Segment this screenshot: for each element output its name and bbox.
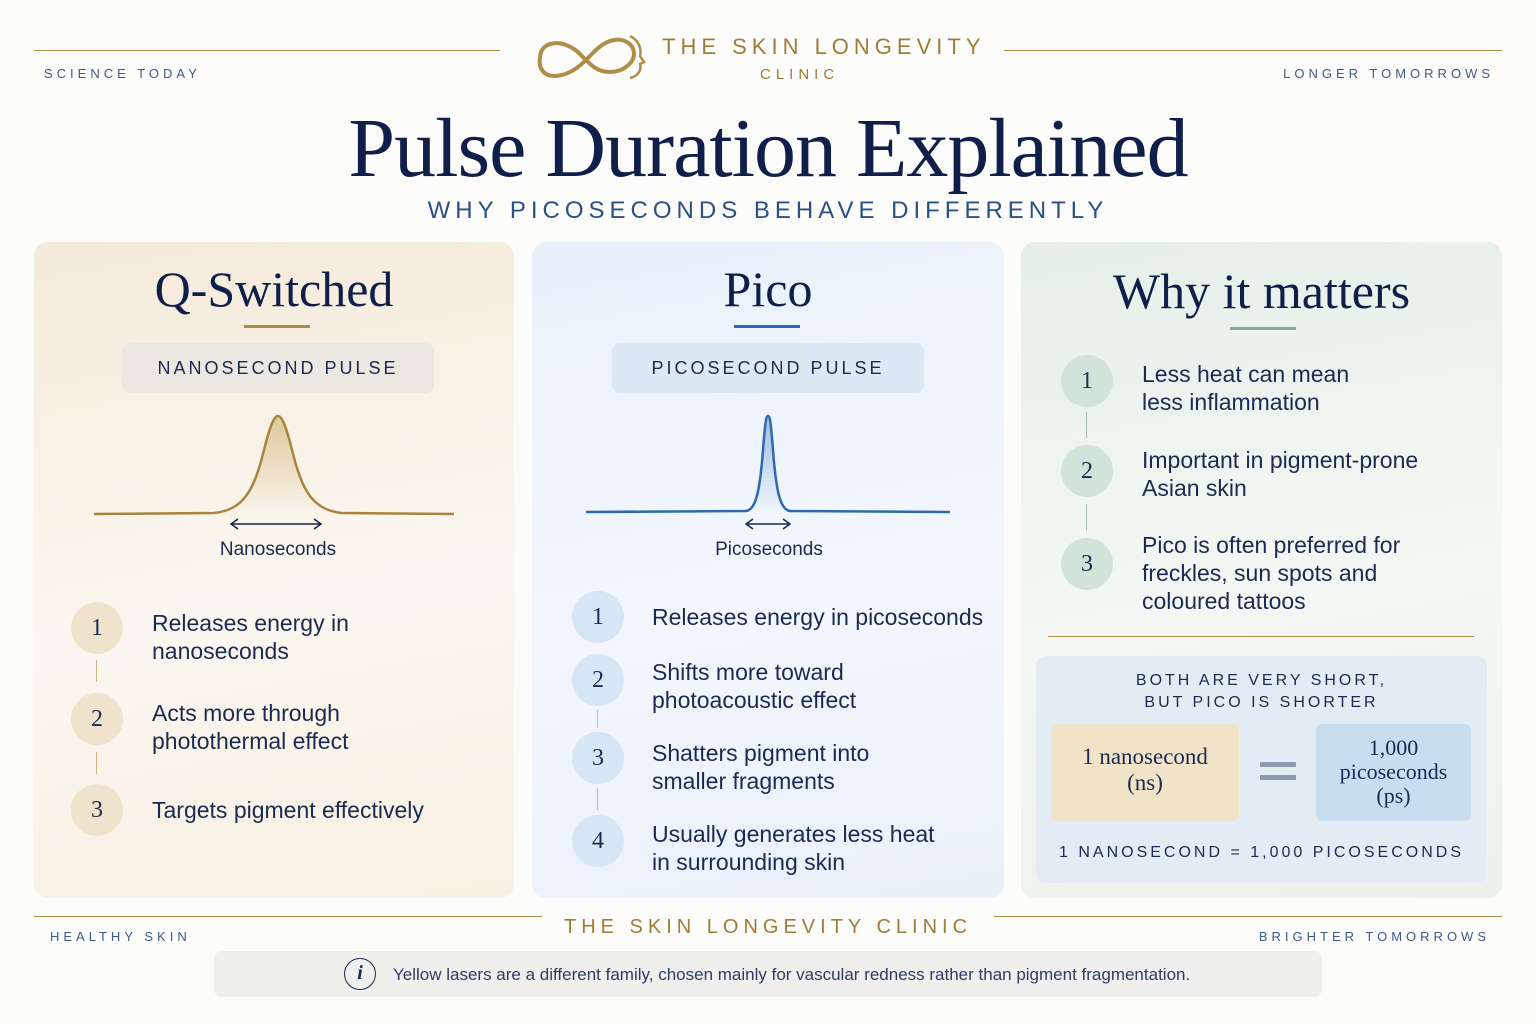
picoseconds-label: Picoseconds xyxy=(715,539,823,560)
nanosecond-pulse-pill: NANOSECOND PULSE xyxy=(122,343,434,393)
matters-item-text: Pico is often preferred for freckles, sun… xyxy=(1142,532,1401,614)
brand-name-line2: CLINIC xyxy=(760,66,840,83)
qswitched-item-text: Acts more through photothermal effect xyxy=(152,700,349,754)
footnote-text: Yellow lasers are a different family, ch… xyxy=(393,965,1191,984)
qswitched-item-number: 3 xyxy=(71,784,123,836)
equals-icon xyxy=(1260,762,1296,780)
header-rule-right xyxy=(1004,50,1502,51)
pico-title-underline xyxy=(734,325,800,328)
pico-panel: Pico PICOSECOND PULSE Picoseconds 1 Rele… xyxy=(532,242,1004,898)
pico-item-number: 2 xyxy=(572,654,624,706)
footer-rule-left xyxy=(34,916,542,917)
nanosecond-box: 1 nanosecond (ns) xyxy=(1051,724,1239,821)
brand-name-line1: THE SKIN LONGEVITY xyxy=(662,34,986,59)
pico-connector xyxy=(597,710,598,728)
equivalence-footer: 1 NANOSECOND = 1,000 PICOSECONDS xyxy=(1059,844,1464,861)
qswitched-item-number: 1 xyxy=(71,602,123,654)
footer-right-tag: BRIGHTER TOMORROWS xyxy=(1258,929,1490,944)
why-it-matters-title: Why it matters xyxy=(1112,263,1411,319)
nanosecond-pulse-curve-icon xyxy=(94,414,454,516)
footer-rule-right xyxy=(994,916,1502,917)
matters-connector xyxy=(1086,412,1087,438)
picoseconds-box: 1,000 picoseconds (ps) xyxy=(1316,724,1471,821)
equivalence-heading: BOTH ARE VERY SHORT, BUT PICO IS SHORTER xyxy=(1135,672,1388,711)
pico-item-number: 3 xyxy=(572,732,624,784)
qswitched-item-text: Releases energy in nanoseconds xyxy=(152,610,349,664)
equivalence-box: BOTH ARE VERY SHORT, BUT PICO IS SHORTER … xyxy=(1036,656,1487,883)
matters-item-text: Important in pigment-prone Asian skin xyxy=(1142,447,1419,501)
footer-brand: THE SKIN LONGEVITY CLINIC xyxy=(563,916,973,938)
picosecond-pulse-curve-icon xyxy=(586,414,950,514)
picosecond-width-arrow-icon xyxy=(744,518,792,530)
pico-item-text: Usually generates less heat in surroundin… xyxy=(652,821,935,875)
pico-item-number: 1 xyxy=(572,591,624,643)
why-it-matters-underline xyxy=(1230,327,1296,330)
pico-item-text: Shifts more toward photoacoustic effect xyxy=(652,659,857,713)
page-title: Pulse Duration Explained xyxy=(348,102,1188,195)
matters-item-number: 3 xyxy=(1061,538,1113,590)
qswitched-item-number: 2 xyxy=(71,693,123,745)
qswitched-item-text: Targets pigment effectively xyxy=(152,797,424,823)
qswitched-connector xyxy=(96,660,97,682)
matters-item-number: 2 xyxy=(1061,445,1113,497)
header-rule-left xyxy=(34,50,500,51)
qswitched-title-underline xyxy=(244,325,310,328)
qswitched-connector xyxy=(96,752,97,774)
matters-divider xyxy=(1048,636,1474,637)
infinity-face-logo-icon xyxy=(537,34,646,80)
matters-item-text: Less heat can mean less inflammation xyxy=(1142,361,1350,415)
matters-item-number: 1 xyxy=(1061,355,1113,407)
pico-item-number: 4 xyxy=(572,815,624,867)
matters-connector xyxy=(1086,504,1087,530)
pico-item-text: Releases energy in picoseconds xyxy=(652,604,984,630)
pico-title: Pico xyxy=(723,261,813,317)
nanosecond-width-arrow-icon xyxy=(229,518,323,530)
pico-connector xyxy=(597,788,598,810)
pico-item-text: Shatters pigment into smaller fragments xyxy=(652,740,870,794)
header-left-tag: SCIENCE TODAY xyxy=(44,66,201,81)
picosecond-pulse-pill: PICOSECOND PULSE xyxy=(612,343,924,393)
footnote-bar: i Yellow lasers are a different family, … xyxy=(214,951,1322,997)
qswitched-panel: Q-Switched NANOSECOND PULSE Nanoseconds … xyxy=(34,242,514,898)
header-right-tag: LONGER TOMORROWS xyxy=(1283,66,1494,81)
footer-left-tag: HEALTHY SKIN xyxy=(50,929,191,944)
page-subtitle: WHY PICOSECONDS BEHAVE DIFFERENTLY xyxy=(427,197,1109,224)
info-icon: i xyxy=(344,958,376,990)
qswitched-title: Q-Switched xyxy=(154,261,394,317)
nanoseconds-label: Nanoseconds xyxy=(219,539,337,560)
